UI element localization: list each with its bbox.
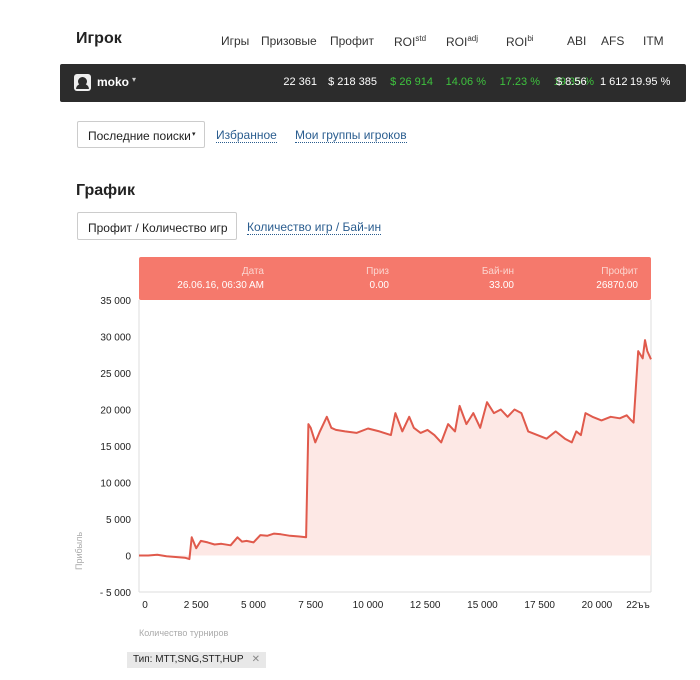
chevron-down-icon[interactable]: ▾ [132, 75, 137, 84]
y-tick-group: 35 000 30 000 25 000 20 000 15 000 10 000 5 00… [100, 296, 132, 599]
chart-tooltip: Дата 26.06.16, 06:30 AM Приз 0.00 Бай-ин 33… [139, 257, 651, 300]
filter-tag-label: Тип: MTT,SNG,STT,HUP [133, 654, 244, 665]
y-tick-label: 35 000 [100, 296, 131, 307]
chart-area-group [139, 339, 652, 561]
tab-profit-games-label: Профит / Количество игр [88, 221, 228, 235]
series-line-profit[interactable] [139, 339, 652, 561]
series-area-fill [139, 340, 651, 560]
y-tick-label: 15 000 [100, 442, 131, 453]
value-afs: 1 612 [600, 76, 628, 88]
value-itm: 19.95 % [630, 76, 671, 88]
filter-tag: Тип: MTT,SNG,STT,HUP ✕ [127, 652, 266, 668]
value-winnings: $ 218 385 [328, 76, 377, 88]
player-row: moko ▾ 22 361 $ 218 385 $ 26 914 14.06 %… [60, 64, 686, 102]
x-tick-label: 17 500 [524, 600, 555, 611]
x-tick-group: 0 2 500 5 000 7 500 10 000 12 500 15 000 17 500… [142, 600, 650, 611]
tooltip-date: Дата 26.06.16, 06:30 AM [177, 266, 264, 291]
y-tick-label: 0 [125, 552, 131, 563]
value-abi: $ 8.56 [556, 76, 587, 88]
graph-title: График [76, 182, 135, 199]
x-tick-label: 5 000 [241, 600, 266, 611]
col-roi-std[interactable]: ROIstd [394, 34, 427, 49]
chevron-down-icon: ▾ [192, 131, 196, 138]
tooltip-buyin: Бай-ин 33.00 [481, 266, 514, 291]
tooltip-profit: Профит 26870.00 [596, 266, 638, 291]
close-icon[interactable]: ✕ [251, 654, 260, 665]
tab-games-buyin[interactable]: Количество игр / Бай-ин [247, 220, 382, 235]
col-abi[interactable]: ABI [567, 34, 587, 48]
player-groups-link[interactable]: Мои группы игроков [295, 128, 407, 143]
x-tick-label: 10 000 [353, 600, 384, 611]
col-profit[interactable]: Профит [330, 34, 375, 48]
col-itm[interactable]: ITM [643, 34, 664, 48]
y-tick-label: 10 000 [100, 479, 131, 490]
x-tick-label: 7 500 [298, 600, 323, 611]
x-tick-label: 20 000 [582, 600, 613, 611]
favorites-link[interactable]: Избранное [216, 128, 277, 143]
value-roi-std: 14.06 % [445, 76, 486, 88]
avatar-icon [74, 74, 91, 91]
tooltip-prize: Приз 0.00 [366, 266, 389, 291]
x-tick-label: 22ъъ [626, 600, 650, 611]
recent-searches-label: Последние поиски [88, 129, 191, 143]
recent-searches-dropdown[interactable]: Последние поиски ▾ [77, 121, 205, 148]
value-games: 22 361 [283, 76, 317, 88]
x-tick-label: 12 500 [410, 600, 441, 611]
player-name[interactable]: moko [97, 75, 130, 89]
col-winnings[interactable]: Призовые [261, 34, 317, 48]
x-tick-label: 2 500 [184, 600, 209, 611]
player-column-title: Игрок [76, 30, 122, 47]
x-axis-label: Количество турниров [139, 628, 229, 638]
value-roi-bi: 19.35 % [553, 76, 594, 88]
y-tick-label: - 5 000 [100, 588, 132, 599]
col-afs[interactable]: AFS [601, 34, 625, 48]
y-tick-label: 30 000 [100, 333, 131, 344]
col-roi-bi[interactable]: ROIbi [506, 34, 534, 49]
value-roi-adj: 17.23 % [499, 76, 540, 88]
y-tick-label: 20 000 [100, 406, 131, 417]
tab-profit-games[interactable]: Профит / Количество игр [77, 212, 237, 240]
x-tick-label: 0 [142, 600, 148, 611]
col-games[interactable]: Игры [221, 34, 250, 48]
y-axis-label: Прибыль [74, 531, 84, 570]
y-tick-label: 5 000 [106, 515, 131, 526]
player-table-header: Игрок Игры Призовые Профит ROIstd ROIadj… [0, 30, 700, 54]
y-tick-label: 25 000 [100, 369, 131, 380]
x-tick-label: 15 000 [467, 600, 498, 611]
value-profit: $ 26 914 [390, 76, 433, 88]
col-roi-adj[interactable]: ROIadj [446, 34, 479, 49]
